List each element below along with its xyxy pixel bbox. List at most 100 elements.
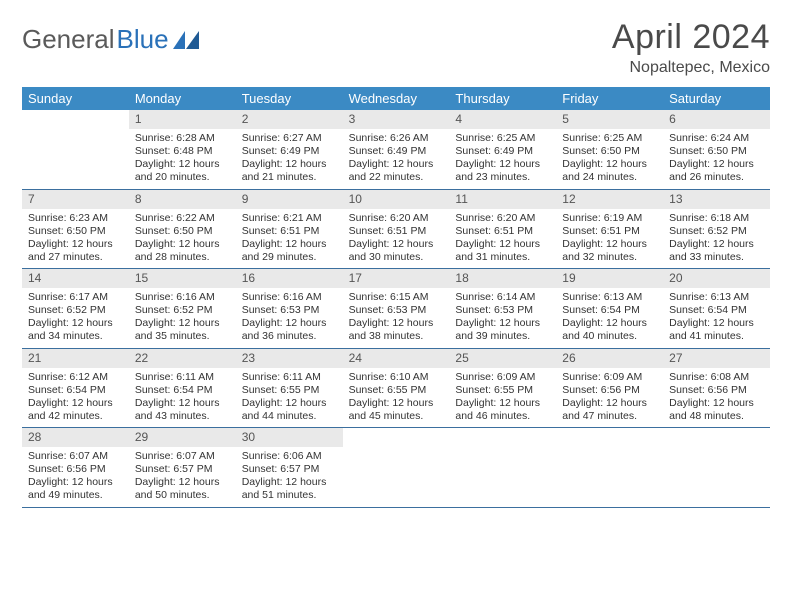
day-cell: 30Sunrise: 6:06 AMSunset: 6:57 PMDayligh… [236, 428, 343, 507]
sunset-text: Sunset: 6:55 PM [242, 384, 337, 397]
day-number: 10 [343, 190, 450, 209]
daylight-text: Daylight: 12 hours and 32 minutes. [562, 238, 657, 264]
sunrise-text: Sunrise: 6:16 AM [135, 291, 230, 304]
sunrise-text: Sunrise: 6:09 AM [562, 371, 657, 384]
day-number: 3 [343, 110, 450, 129]
week-row: 1Sunrise: 6:28 AMSunset: 6:48 PMDaylight… [22, 110, 770, 190]
day-body: Sunrise: 6:08 AMSunset: 6:56 PMDaylight:… [663, 368, 770, 428]
day-body: Sunrise: 6:07 AMSunset: 6:56 PMDaylight:… [22, 447, 129, 507]
day-body: Sunrise: 6:28 AMSunset: 6:48 PMDaylight:… [129, 129, 236, 189]
daylight-text: Daylight: 12 hours and 30 minutes. [349, 238, 444, 264]
sunset-text: Sunset: 6:54 PM [135, 384, 230, 397]
sunrise-text: Sunrise: 6:17 AM [28, 291, 123, 304]
day-number: 28 [22, 428, 129, 447]
day-body: Sunrise: 6:09 AMSunset: 6:55 PMDaylight:… [449, 368, 556, 428]
day-body: Sunrise: 6:22 AMSunset: 6:50 PMDaylight:… [129, 209, 236, 269]
daylight-text: Daylight: 12 hours and 51 minutes. [242, 476, 337, 502]
sunset-text: Sunset: 6:50 PM [28, 225, 123, 238]
day-body: Sunrise: 6:21 AMSunset: 6:51 PMDaylight:… [236, 209, 343, 269]
sunset-text: Sunset: 6:54 PM [562, 304, 657, 317]
sunrise-text: Sunrise: 6:21 AM [242, 212, 337, 225]
sunset-text: Sunset: 6:49 PM [242, 145, 337, 158]
sunset-text: Sunset: 6:51 PM [455, 225, 550, 238]
day-cell: 19Sunrise: 6:13 AMSunset: 6:54 PMDayligh… [556, 269, 663, 348]
daylight-text: Daylight: 12 hours and 34 minutes. [28, 317, 123, 343]
day-cell: 7Sunrise: 6:23 AMSunset: 6:50 PMDaylight… [22, 190, 129, 269]
day-header: Saturday [663, 87, 770, 110]
week-row: 7Sunrise: 6:23 AMSunset: 6:50 PMDaylight… [22, 190, 770, 270]
day-body: Sunrise: 6:11 AMSunset: 6:55 PMDaylight:… [236, 368, 343, 428]
daylight-text: Daylight: 12 hours and 40 minutes. [562, 317, 657, 343]
daylight-text: Daylight: 12 hours and 23 minutes. [455, 158, 550, 184]
sunset-text: Sunset: 6:55 PM [349, 384, 444, 397]
sunrise-text: Sunrise: 6:24 AM [669, 132, 764, 145]
sunset-text: Sunset: 6:49 PM [455, 145, 550, 158]
sunset-text: Sunset: 6:54 PM [28, 384, 123, 397]
sunrise-text: Sunrise: 6:10 AM [349, 371, 444, 384]
sunrise-text: Sunrise: 6:11 AM [242, 371, 337, 384]
day-cell: 25Sunrise: 6:09 AMSunset: 6:55 PMDayligh… [449, 349, 556, 428]
day-number: 24 [343, 349, 450, 368]
day-number: 11 [449, 190, 556, 209]
daylight-text: Daylight: 12 hours and 36 minutes. [242, 317, 337, 343]
sunrise-text: Sunrise: 6:06 AM [242, 450, 337, 463]
daylight-text: Daylight: 12 hours and 28 minutes. [135, 238, 230, 264]
daylight-text: Daylight: 12 hours and 43 minutes. [135, 397, 230, 423]
daylight-text: Daylight: 12 hours and 22 minutes. [349, 158, 444, 184]
calendar-page: GeneralBlue April 2024 Nopaltepec, Mexic… [0, 0, 792, 526]
daylight-text: Daylight: 12 hours and 49 minutes. [28, 476, 123, 502]
day-number: 20 [663, 269, 770, 288]
day-cell: 10Sunrise: 6:20 AMSunset: 6:51 PMDayligh… [343, 190, 450, 269]
page-title: April 2024 [612, 18, 770, 57]
day-number: 17 [343, 269, 450, 288]
sunset-text: Sunset: 6:52 PM [28, 304, 123, 317]
day-number: 18 [449, 269, 556, 288]
sunset-text: Sunset: 6:49 PM [349, 145, 444, 158]
sunrise-text: Sunrise: 6:19 AM [562, 212, 657, 225]
sunrise-text: Sunrise: 6:22 AM [135, 212, 230, 225]
daylight-text: Daylight: 12 hours and 24 minutes. [562, 158, 657, 184]
sunrise-text: Sunrise: 6:20 AM [349, 212, 444, 225]
day-body: Sunrise: 6:24 AMSunset: 6:50 PMDaylight:… [663, 129, 770, 189]
sunrise-text: Sunrise: 6:12 AM [28, 371, 123, 384]
day-number: 14 [22, 269, 129, 288]
day-cell: 2Sunrise: 6:27 AMSunset: 6:49 PMDaylight… [236, 110, 343, 189]
day-body: Sunrise: 6:06 AMSunset: 6:57 PMDaylight:… [236, 447, 343, 507]
sunset-text: Sunset: 6:52 PM [135, 304, 230, 317]
sunset-text: Sunset: 6:51 PM [349, 225, 444, 238]
daylight-text: Daylight: 12 hours and 33 minutes. [669, 238, 764, 264]
day-cell: 3Sunrise: 6:26 AMSunset: 6:49 PMDaylight… [343, 110, 450, 189]
day-cell: 28Sunrise: 6:07 AMSunset: 6:56 PMDayligh… [22, 428, 129, 507]
sunset-text: Sunset: 6:52 PM [669, 225, 764, 238]
sunset-text: Sunset: 6:51 PM [562, 225, 657, 238]
day-body: Sunrise: 6:11 AMSunset: 6:54 PMDaylight:… [129, 368, 236, 428]
day-number: 23 [236, 349, 343, 368]
day-cell: 5Sunrise: 6:25 AMSunset: 6:50 PMDaylight… [556, 110, 663, 189]
day-number: 21 [22, 349, 129, 368]
day-cell: 12Sunrise: 6:19 AMSunset: 6:51 PMDayligh… [556, 190, 663, 269]
day-header: Friday [556, 87, 663, 110]
day-number: 2 [236, 110, 343, 129]
day-cell: 21Sunrise: 6:12 AMSunset: 6:54 PMDayligh… [22, 349, 129, 428]
day-body: Sunrise: 6:14 AMSunset: 6:53 PMDaylight:… [449, 288, 556, 348]
sunrise-text: Sunrise: 6:14 AM [455, 291, 550, 304]
logo: GeneralBlue [22, 18, 199, 55]
sunrise-text: Sunrise: 6:08 AM [669, 371, 764, 384]
day-body: Sunrise: 6:26 AMSunset: 6:49 PMDaylight:… [343, 129, 450, 189]
day-cell: 16Sunrise: 6:16 AMSunset: 6:53 PMDayligh… [236, 269, 343, 348]
day-header: Monday [129, 87, 236, 110]
daylight-text: Daylight: 12 hours and 35 minutes. [135, 317, 230, 343]
day-cell [343, 428, 450, 507]
daylight-text: Daylight: 12 hours and 26 minutes. [669, 158, 764, 184]
sunset-text: Sunset: 6:56 PM [562, 384, 657, 397]
day-cell: 29Sunrise: 6:07 AMSunset: 6:57 PMDayligh… [129, 428, 236, 507]
sunset-text: Sunset: 6:50 PM [669, 145, 764, 158]
day-body: Sunrise: 6:20 AMSunset: 6:51 PMDaylight:… [343, 209, 450, 269]
sunset-text: Sunset: 6:51 PM [242, 225, 337, 238]
sunrise-text: Sunrise: 6:27 AM [242, 132, 337, 145]
daylight-text: Daylight: 12 hours and 27 minutes. [28, 238, 123, 264]
day-number: 27 [663, 349, 770, 368]
day-number: 29 [129, 428, 236, 447]
sunrise-text: Sunrise: 6:13 AM [562, 291, 657, 304]
sunrise-text: Sunrise: 6:23 AM [28, 212, 123, 225]
